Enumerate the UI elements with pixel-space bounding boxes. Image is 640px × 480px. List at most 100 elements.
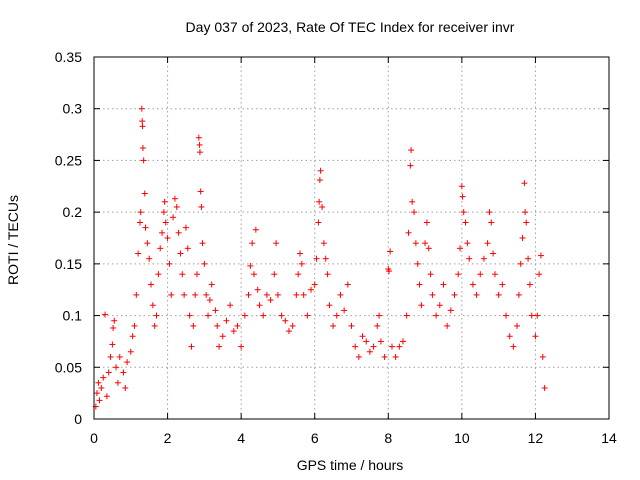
data-point <box>197 188 204 195</box>
data-point <box>127 348 134 355</box>
data-point <box>429 291 436 298</box>
data-point <box>320 240 327 247</box>
data-point <box>247 262 254 269</box>
data-point <box>484 240 491 247</box>
data-point <box>464 240 471 247</box>
data-point <box>521 180 528 187</box>
y-tick-label: 0.15 <box>55 256 82 272</box>
data-point <box>256 302 263 309</box>
y-tick-label: 0.05 <box>55 359 82 375</box>
y-tick-label: 0.1 <box>63 308 83 324</box>
data-point <box>144 240 151 247</box>
data-point <box>405 229 412 236</box>
data-point <box>436 302 443 309</box>
x-tick-label: 10 <box>454 430 470 446</box>
gridlines <box>94 57 609 419</box>
data-point <box>510 343 517 350</box>
data-point <box>285 328 292 335</box>
data-point <box>149 302 156 309</box>
y-tick-label: 0.35 <box>55 49 82 65</box>
data-point <box>95 379 102 386</box>
data-point <box>105 369 112 376</box>
data-point <box>519 235 526 241</box>
data-point <box>499 281 506 288</box>
data-point <box>363 338 370 345</box>
x-tick-label: 4 <box>237 430 245 446</box>
y-tick-label: 0.25 <box>55 152 82 168</box>
y-tick-label: 0 <box>74 411 82 427</box>
data-point <box>409 198 416 205</box>
data-point <box>190 322 197 329</box>
x-tick-labels: 0 2 4 6 8 10 12 14 <box>90 430 617 446</box>
data-point <box>477 271 484 278</box>
data-point <box>274 291 281 298</box>
data-point <box>122 384 129 391</box>
plot-frame <box>93 56 610 420</box>
x-tick-label: 8 <box>384 430 392 446</box>
data-point <box>289 322 296 329</box>
data-point <box>534 312 541 319</box>
data-point <box>412 240 419 247</box>
data-point <box>440 281 447 288</box>
data-point <box>297 250 303 257</box>
data-point <box>388 343 395 350</box>
data-point <box>480 255 487 262</box>
data-point <box>175 229 182 236</box>
data-point <box>300 291 307 298</box>
data-point <box>168 291 175 298</box>
data-point <box>322 255 329 262</box>
data-point <box>541 384 548 391</box>
data-point <box>433 312 440 319</box>
data-point <box>326 302 333 309</box>
data-point <box>523 219 530 226</box>
data-point <box>486 209 493 216</box>
data-point <box>166 260 173 267</box>
data-point <box>116 353 123 360</box>
data-point <box>407 162 414 169</box>
data-point <box>139 118 146 125</box>
data-point <box>359 333 366 340</box>
x-tick-label: 6 <box>311 430 319 446</box>
data-point <box>355 353 362 360</box>
data-point <box>96 397 103 404</box>
data-point <box>293 291 300 298</box>
data-point <box>199 240 206 247</box>
data-point <box>376 312 383 319</box>
data-point <box>245 291 252 298</box>
data-point <box>129 333 136 340</box>
data-point <box>206 297 213 304</box>
data-point <box>113 364 120 371</box>
data-point <box>315 219 322 226</box>
x-tick-label: 14 <box>601 430 617 446</box>
data-point <box>422 240 429 247</box>
data-point <box>536 271 543 278</box>
data-point <box>234 322 241 329</box>
data-point <box>460 209 467 216</box>
data-point <box>192 291 199 298</box>
data-point <box>181 291 188 298</box>
data-point <box>186 312 193 319</box>
data-point <box>411 209 418 216</box>
data-point <box>317 167 324 174</box>
data-point <box>416 281 423 288</box>
data-point <box>271 271 278 278</box>
data-point <box>418 302 425 309</box>
data-point <box>526 281 533 288</box>
y-tick-labels: 0 0.05 0.1 0.15 0.2 0.25 0.3 0.35 <box>55 49 82 427</box>
data-point <box>506 333 513 340</box>
data-point <box>313 255 320 262</box>
data-point <box>451 291 458 298</box>
data-point <box>458 183 465 190</box>
data-point <box>396 343 403 350</box>
data-point <box>238 343 245 350</box>
data-point <box>514 322 521 329</box>
data-point <box>352 343 359 350</box>
data-point <box>177 250 184 257</box>
data-point <box>208 281 215 288</box>
data-point <box>98 384 105 391</box>
data-point <box>522 209 529 216</box>
data-point <box>138 105 145 112</box>
data-point <box>179 271 186 278</box>
data-point <box>515 291 522 298</box>
